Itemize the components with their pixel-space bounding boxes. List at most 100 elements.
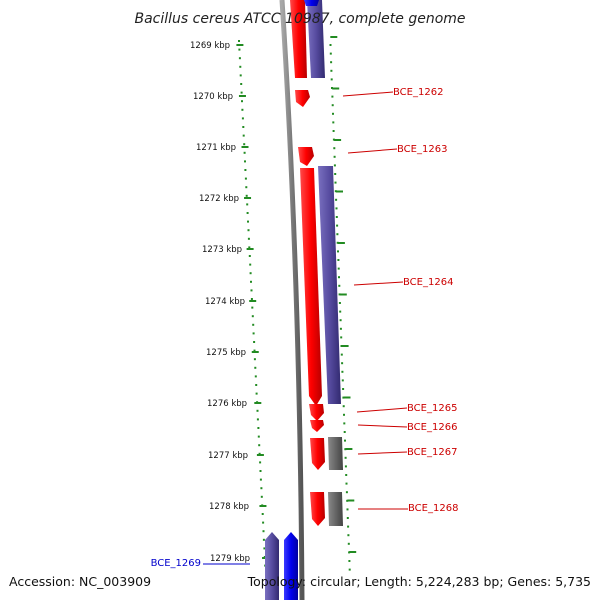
kbp-label: 1271 kbp [196,143,236,153]
ruler-dot [243,151,246,154]
gene-feature-bce-1267[interactable] [310,438,325,470]
ruler-dot [333,155,336,158]
gene-label[interactable]: BCE_1267 [407,447,457,458]
gene-feature-unlabeled[interactable] [328,492,343,526]
gene-feature-reverse[interactable] [304,0,319,6]
gene-feature-bce-1268[interactable] [310,492,325,526]
ruler-dot [330,69,333,72]
kbp-label: 1279 kbp [210,554,250,564]
ruler-dot [250,289,253,292]
kbp-major-tick [246,248,254,250]
ruler-dot [258,452,261,455]
ruler-dot [348,568,351,571]
ruler-dot [346,517,349,519]
ruler-dot [336,233,339,236]
ruler-dot [241,117,244,120]
kbp-major-tick [244,197,252,199]
kbp-axis-labels: 1269 kbp 1270 kbp 1271 kbp 1272 kbp 1273 kbp… [190,41,250,564]
ruler-dot [245,186,248,189]
gene-features [265,0,343,600]
ruler-dot [335,216,338,218]
ruler-dot [337,250,339,253]
gene-leader-line [357,451,408,455]
kbp-major-tick [251,351,259,353]
gene-label[interactable]: BCE_1265 [407,403,457,414]
ruler-dot [334,190,337,193]
ruler-dot [335,198,338,201]
ruler-dot [262,521,265,524]
ruler-major-tick [349,551,357,553]
gene-feature-forward[interactable] [290,0,307,78]
ruler-dot [244,169,247,171]
gene-leader-line [356,407,408,413]
gene-feature-bce-1263[interactable] [298,147,314,166]
ruler-dot [258,444,261,447]
ruler-dot [256,409,259,412]
ruler-dot [250,280,252,283]
ruler-dot [248,246,251,249]
ruler-dot [329,52,332,55]
gene-label[interactable]: BCE_1262 [393,87,443,98]
ruler-dot [259,461,262,464]
ruler-dot [342,396,345,399]
ruler-dot [249,272,252,275]
ruler-dot [333,164,336,167]
ruler-dot [241,108,244,111]
kbp-label: 1278 kbp [209,502,249,512]
ruler-dot [348,551,351,554]
ruler-dot [346,508,349,511]
ruler-dot [331,87,333,89]
ruler-dot [341,379,344,382]
ruler-dot [338,276,340,279]
gene-feature-bce-1265[interactable] [309,404,324,421]
gene-feature-bce-1266[interactable] [310,420,324,432]
ruler-dot [252,323,255,326]
gene-label[interactable]: BCE_1263 [397,144,447,155]
gene-label[interactable]: BCE_1268 [408,503,458,514]
ruler-major-tick [332,87,340,90]
ruler-dot [331,104,334,107]
gene-feature-reverse[interactable] [307,0,325,78]
ruler-dot [240,83,243,85]
ruler-dot [337,259,340,261]
gene-feature-unlabeled[interactable] [328,437,343,470]
ruler-dot [244,160,246,163]
ruler-major-tick [347,499,355,502]
ruler-dot [344,439,346,442]
kbp-label: 1272 kbp [199,194,239,204]
gene-label[interactable]: BCE_1264 [403,277,453,288]
ruler-dot [345,491,348,494]
ruler-dot [254,375,257,378]
ruler-dot [238,57,241,60]
kbp-major-tick [238,95,246,97]
ruler-dot [339,327,342,330]
ruler-major-tick [341,345,349,347]
gene-feature-bce-1262[interactable] [295,90,310,107]
ruler-dot [254,366,257,369]
ruler-dot [333,147,336,150]
ruler-dot [251,315,254,318]
ruler-dot [330,78,333,81]
ruler-dot [239,65,242,68]
ruler-dot [239,74,242,77]
ruler-dot [255,392,258,395]
kbp-label: 1275 kbp [206,348,246,358]
kbp-major-tick [236,44,244,46]
ruler-dot [347,534,350,537]
ruler-dot [334,181,337,184]
ruler-dot [343,431,346,433]
ruler-dot [256,418,259,421]
ruler-dot [332,130,335,132]
gene-feature-bce-1269[interactable] [265,532,279,600]
ruler-dot [248,255,251,257]
ruler-dot [330,61,333,64]
gene-label[interactable]: BCE_1266 [407,422,457,433]
gene-label[interactable]: BCE_1269 [151,558,201,569]
kbp-label: 1269 kbp [190,41,230,51]
gene-leader-line [353,281,404,286]
ruler-dot [250,298,253,300]
gene-feature-bce-1264[interactable] [300,168,322,406]
gene-feature-reverse[interactable] [284,532,298,600]
ruler-dot [247,237,250,240]
gene-feature-reverse[interactable] [318,166,341,404]
